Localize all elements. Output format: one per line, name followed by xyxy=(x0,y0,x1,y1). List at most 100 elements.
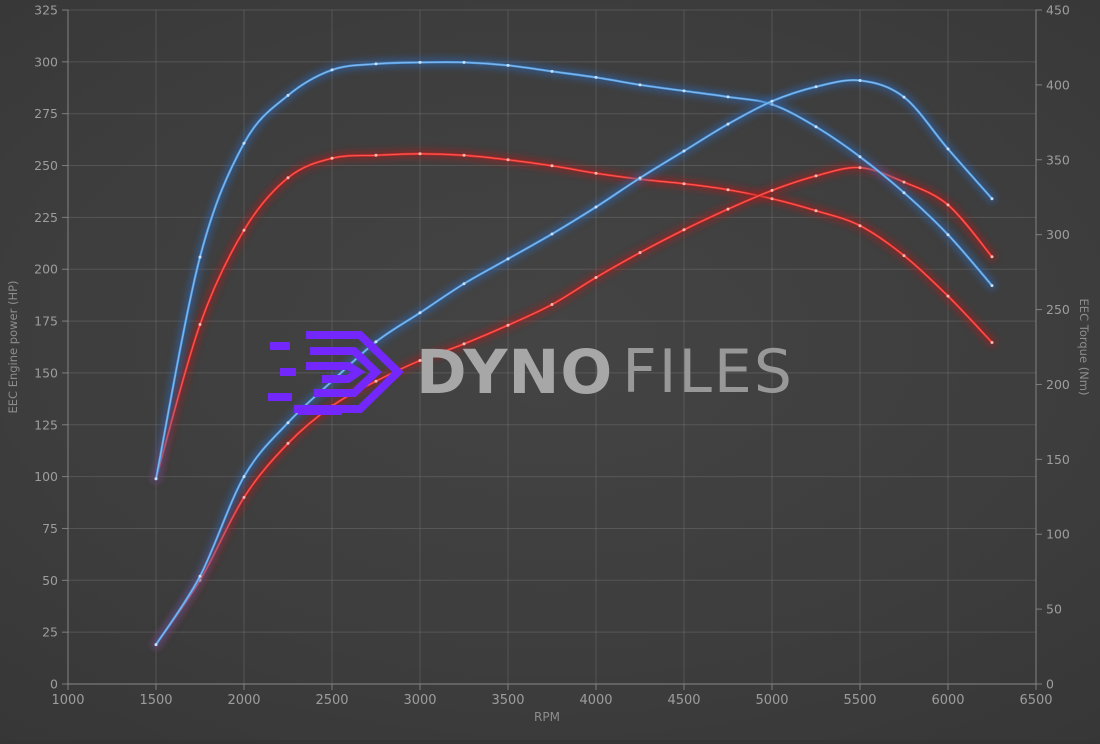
left-tick-label: 200 xyxy=(34,262,58,277)
series-red-power-marker xyxy=(418,359,422,362)
left-tick-label: 325 xyxy=(34,3,58,18)
series-blue-power-marker xyxy=(286,421,290,425)
series-red-power-marker xyxy=(682,228,686,232)
series-blue-power-marker xyxy=(902,95,906,99)
series-red-torque-marker xyxy=(726,188,730,192)
series-red-torque xyxy=(151,149,997,484)
series-blue-torque-marker xyxy=(418,60,422,64)
series-blue-power-marker xyxy=(594,205,598,209)
series-blue-torque-marker xyxy=(638,83,642,87)
x-tick-label: 1000 xyxy=(51,693,84,708)
series-red-power-glow xyxy=(151,163,997,650)
series-blue-torque-marker xyxy=(506,63,510,67)
left-tick-label: 225 xyxy=(34,210,58,225)
series-red-power-marker xyxy=(462,342,466,346)
left-tick-label: 150 xyxy=(34,365,58,380)
right-axis-title: EEC Torque (Nm) xyxy=(1077,299,1091,396)
series-blue-torque-marker xyxy=(242,141,246,145)
left-tick-label: 25 xyxy=(42,625,58,640)
series-blue-power-marker xyxy=(506,257,510,261)
series-blue-torque-marker xyxy=(726,95,730,99)
series-blue-power-marker xyxy=(858,79,862,82)
right-tick-label: 450 xyxy=(1046,3,1070,18)
left-axis-title: EEC Engine power (HP) xyxy=(6,280,20,413)
x-tick-label: 4000 xyxy=(579,693,612,708)
series-red-power-core xyxy=(155,167,993,646)
right-tick-label: 400 xyxy=(1046,77,1070,92)
series-blue-torque-marker xyxy=(286,93,290,97)
series-blue-torque-marker xyxy=(330,68,334,72)
series-red-torque-marker xyxy=(506,158,510,162)
series-blue-torque-marker xyxy=(858,155,862,159)
series-blue-power-marker xyxy=(374,340,378,344)
series-red-torque-marker xyxy=(550,164,554,168)
series-red-power-marker xyxy=(858,166,862,170)
series-blue-torque xyxy=(151,57,997,484)
series-red-torque-marker xyxy=(594,171,598,175)
x-tick-label: 5000 xyxy=(755,693,788,708)
series-blue-torque-marker xyxy=(990,284,994,288)
right-tick-label: 350 xyxy=(1046,152,1070,167)
series-red-power-line xyxy=(154,166,994,646)
series-red-power-marker xyxy=(726,207,730,211)
left-tick-label: 300 xyxy=(34,54,58,69)
series-red-power-marker xyxy=(286,441,290,445)
right-tick-label: 150 xyxy=(1046,452,1070,467)
series-red-power-marker xyxy=(902,180,906,184)
series-blue-power-marker xyxy=(814,85,818,89)
series-red-torque-marker xyxy=(330,156,334,160)
series-blue-torque-marker xyxy=(154,477,158,481)
series-blue-torque-line xyxy=(154,60,994,480)
series-red-power-marker xyxy=(594,276,598,279)
series-blue-power-marker xyxy=(946,147,950,151)
series-blue-power-marker xyxy=(726,122,730,126)
series-red-power-marker xyxy=(770,188,774,192)
series-blue-power-marker xyxy=(242,475,246,479)
series-blue-power-marker xyxy=(154,643,158,647)
series-red-power-marker xyxy=(946,203,950,207)
left-tick-label: 175 xyxy=(34,314,58,329)
series-blue-torque-marker xyxy=(198,255,202,259)
series-blue-torque-marker xyxy=(814,125,818,129)
left-tick-label: 125 xyxy=(34,417,58,432)
series-red-power-marker xyxy=(990,255,994,259)
series-red-power-marker xyxy=(242,495,246,499)
series-red-torque-marker xyxy=(242,228,246,232)
left-tick-label: 50 xyxy=(42,573,58,588)
series-blue-torque-marker xyxy=(902,191,906,195)
series-blue-torque-marker xyxy=(594,75,598,79)
series-blue-torque-marker xyxy=(550,69,554,73)
x-tick-label: 3500 xyxy=(491,693,524,708)
x-axis-title: RPM xyxy=(534,710,560,724)
series-blue-torque-marker xyxy=(462,60,466,64)
series-red-torque-marker xyxy=(418,152,422,156)
series-blue-power-marker xyxy=(198,574,202,578)
series-blue-power-marker xyxy=(682,149,686,153)
x-tick-label: 3000 xyxy=(403,693,436,708)
series-red-power-marker xyxy=(638,251,642,255)
series-blue-power xyxy=(151,75,997,650)
left-tick-label: 250 xyxy=(34,158,58,173)
series-red-torque-marker xyxy=(902,254,906,258)
right-tick-label: 100 xyxy=(1046,527,1070,542)
series-blue-torque-core xyxy=(155,61,993,480)
left-tick-label: 100 xyxy=(34,469,58,484)
series-red-torque-marker xyxy=(374,153,378,157)
x-tick-label: 4500 xyxy=(667,693,700,708)
series-red-power-marker xyxy=(506,323,510,327)
series-red-torque-marker xyxy=(814,209,818,213)
x-tick-label: 5500 xyxy=(843,693,876,708)
series-blue-power-marker xyxy=(550,232,554,236)
series-red-torque-marker xyxy=(286,176,290,180)
series-blue-power-marker xyxy=(462,282,466,286)
right-tick-label: 250 xyxy=(1046,302,1070,317)
series-red-torque-marker xyxy=(990,341,994,344)
series-blue-power-marker xyxy=(418,311,422,315)
series-red-power-marker xyxy=(814,174,818,178)
left-tick-label: 0 xyxy=(50,677,58,692)
series-blue-power-marker xyxy=(770,99,774,103)
grid xyxy=(67,9,1037,685)
series-red-power-marker xyxy=(374,379,378,383)
